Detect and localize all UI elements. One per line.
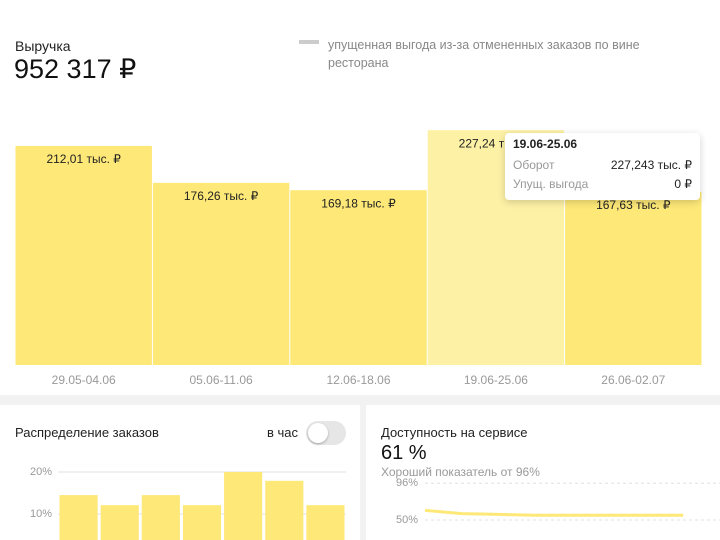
bar [306, 505, 345, 540]
availability-title: Доступность на сервисе [381, 425, 528, 440]
y-tick-label: 96% [396, 477, 418, 489]
availability-note: Хороший показатель от 96% [381, 465, 540, 479]
legend-swatch [299, 40, 319, 44]
orders-title: Распределение заказов [15, 425, 159, 440]
x-tick-label: 19.06-25.06 [464, 373, 528, 387]
x-tick-label: 12.06-18.06 [326, 373, 390, 387]
bar [182, 505, 222, 540]
revenue-total: 952 317 ₽ [14, 54, 137, 84]
bar [290, 190, 427, 365]
tooltip-value: 227,243 тыс. ₽ [610, 158, 692, 172]
y-tick-label: 50% [396, 514, 418, 526]
toggle-label: в час [267, 425, 299, 440]
tooltip-value: 0 ₽ [674, 177, 692, 191]
x-tick-label: 05.06-11.06 [190, 373, 253, 387]
bar [152, 182, 290, 365]
value-label: 167,63 тыс. ₽ [596, 198, 671, 212]
x-tick-label: 29.05-04.06 [52, 373, 116, 387]
bar [565, 191, 702, 365]
tooltip-title: 19.06-25.06 [513, 137, 578, 151]
availability-card [366, 405, 720, 540]
line [424, 508, 684, 517]
availability-value: 61 % [381, 442, 427, 464]
tooltip-key: Оборот [513, 158, 555, 172]
value-label: 169,18 тыс. ₽ [321, 196, 396, 210]
legend-label: упущенная выгода из-за отмененных заказо… [328, 38, 640, 70]
bar [100, 505, 139, 540]
bar [224, 472, 263, 540]
x-tick-label: 26.06-02.07 [601, 373, 665, 387]
toggle[interactable] [306, 421, 346, 445]
bar [265, 480, 304, 540]
bar [141, 495, 180, 540]
value-label: 176,26 тыс. ₽ [184, 189, 259, 203]
tooltip: 19.06-25.06 Оборот 227,243 тыс. ₽ Упущ. … [505, 133, 700, 200]
tooltip-key: Упущ. выгода [513, 177, 589, 191]
y-tick-label: 20% [30, 466, 52, 478]
toggle-knob [308, 423, 328, 443]
bar [15, 145, 152, 365]
revenue-title: Выручка [15, 38, 71, 54]
y-tick-label: 10% [30, 508, 52, 520]
bar [59, 495, 98, 540]
value-label: 212,01 тыс. ₽ [46, 152, 121, 166]
